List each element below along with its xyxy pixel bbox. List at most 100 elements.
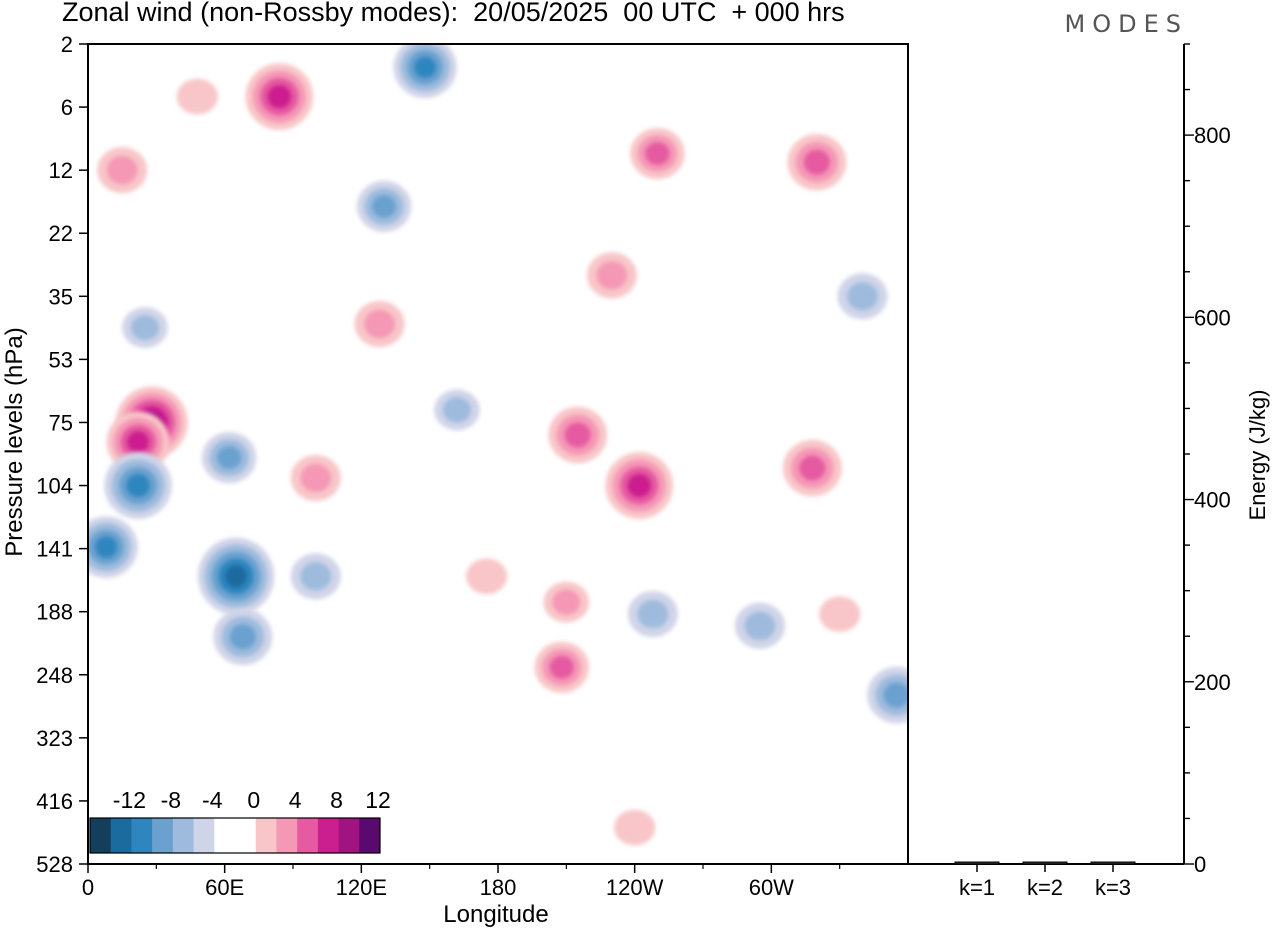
wind-anomaly-blob	[202, 432, 257, 484]
colorbar-swatch	[297, 818, 319, 853]
energy-tick-label: 0	[1194, 852, 1206, 877]
colorbar-swatch	[214, 818, 236, 853]
x-tick-label: 60W	[749, 875, 794, 900]
colorbar-swatch	[110, 818, 132, 853]
wind-anomaly-blob	[837, 273, 888, 320]
colorbar-swatch	[193, 818, 215, 853]
modes-logo: MODES	[1064, 10, 1188, 38]
colorbar-swatch	[152, 818, 174, 853]
contour-band	[596, 261, 628, 290]
contour-band	[225, 565, 247, 588]
contour-band	[552, 589, 581, 615]
y-tick-label: 22	[49, 221, 73, 246]
wind-anomaly-blob	[787, 134, 847, 191]
contour-band	[229, 624, 256, 650]
wind-anomaly-blob	[197, 537, 275, 615]
colorbar-label: -8	[161, 787, 181, 813]
heatmap-contours	[88, 44, 908, 846]
wind-anomaly-blob	[586, 252, 637, 299]
contour-band	[803, 149, 830, 175]
y-tick-label: 528	[36, 852, 73, 877]
colorbar-swatch	[172, 818, 194, 853]
wind-anomaly-blob	[867, 666, 908, 724]
contour-band	[466, 558, 508, 595]
wind-anomaly-blob	[605, 452, 674, 519]
y-tick-label: 323	[36, 726, 73, 751]
colorbar-swatch	[235, 818, 257, 853]
bar-category-label: k=1	[959, 875, 995, 900]
x-tick-label: 180	[480, 875, 517, 900]
contour-band	[847, 282, 878, 311]
colorbar-swatch	[317, 818, 339, 853]
colorbar-label: 8	[330, 787, 343, 813]
contour-band	[217, 446, 242, 470]
contour-band	[645, 142, 670, 165]
colorbar: -12 -8 -4 0 4 8 12	[87, 785, 391, 859]
contour-band	[372, 195, 397, 218]
contour-band	[130, 315, 159, 341]
energy-tick-label: 600	[1194, 305, 1231, 330]
wind-anomaly-blob	[614, 809, 656, 846]
wind-anomaly-blob	[630, 127, 685, 180]
wind-anomaly-blob	[97, 147, 148, 194]
chart-title: Zonal wind (non-Rossby modes): 20/05/202…	[62, 0, 845, 27]
wind-anomaly-blob	[104, 452, 172, 519]
contour-band	[627, 473, 651, 498]
wind-anomaly-blob	[734, 602, 785, 649]
energy-bar	[1090, 861, 1136, 865]
x-tick-label: 60E	[205, 875, 244, 900]
wind-anomaly-blob	[543, 581, 590, 623]
wind-anomaly-blob	[548, 406, 608, 464]
y-tick-label: 75	[49, 410, 73, 435]
y-tick-label: 53	[49, 347, 73, 372]
wind-anomaly-blob	[434, 389, 480, 431]
contour-band	[300, 562, 332, 591]
y-tick-label: 141	[36, 537, 73, 562]
energy-axis-label: Energy (J/kg)	[1245, 390, 1270, 521]
colorbar-label: 12	[365, 787, 391, 813]
y-tick-label: 12	[49, 158, 73, 183]
contour-band	[883, 682, 908, 708]
y-tick-label: 6	[61, 95, 73, 120]
wind-anomaly-blob	[290, 454, 341, 501]
wind-anomaly-blob	[213, 608, 273, 666]
y-tick-label: 2	[61, 32, 73, 57]
contour-band	[414, 56, 437, 78]
wind-anomaly-blob	[290, 553, 341, 600]
wind-anomaly-blob	[88, 516, 138, 578]
energy-bar	[954, 861, 1000, 865]
y-tick-label: 248	[36, 663, 73, 688]
contour-band	[442, 397, 472, 423]
wind-anomaly-blob	[466, 558, 508, 595]
bar-category-label: k=3	[1095, 875, 1131, 900]
contour-band	[549, 655, 574, 679]
colorbar-swatch	[338, 818, 360, 853]
contour-band	[127, 431, 150, 453]
wind-anomaly-blob	[782, 439, 842, 497]
energy-bar-panel: 0 200 400 600 800 Energy (J/kg) k=1 k=2 k=3	[908, 43, 1270, 900]
bar-category-label: k=2	[1027, 875, 1063, 900]
y-tick-label: 188	[36, 600, 73, 625]
energy-bar	[1022, 861, 1068, 865]
contour-band	[744, 611, 776, 640]
heatmap-axes: 2 6 12 22 35 53 75 104 141 188 248 323 416 528 0 60E 120…	[1, 32, 909, 928]
y-tick-label: 416	[36, 789, 73, 814]
colorbar-label: -12	[113, 787, 146, 813]
energy-tick-label: 400	[1194, 488, 1231, 513]
y-tick-label: 104	[36, 474, 73, 499]
y-axis-label: Pressure levels (hPa)	[1, 327, 28, 556]
wind-anomaly-blob	[819, 596, 861, 632]
wind-anomaly-blob	[356, 180, 412, 233]
contour-band	[95, 536, 118, 558]
colorbar-label: 4	[289, 787, 302, 813]
y-tick-label: 35	[49, 284, 73, 309]
colorbar-frame	[89, 817, 381, 854]
contour-band	[614, 809, 656, 846]
contour-band	[106, 156, 138, 185]
colorbar-label: 0	[247, 787, 260, 813]
x-tick-label: 120W	[606, 875, 664, 900]
wind-anomaly-blob	[534, 641, 589, 693]
x-axis-label: Longitude	[443, 901, 548, 928]
wind-anomaly-blob	[122, 307, 168, 348]
